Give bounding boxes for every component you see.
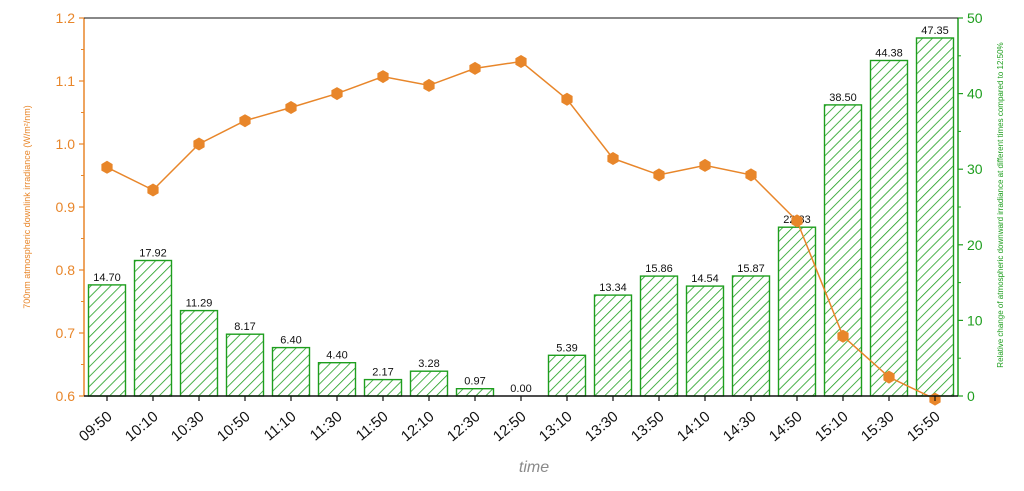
y-right-tick-label: 0 xyxy=(967,388,975,404)
line-point-1010 xyxy=(147,183,159,197)
bar-1010 xyxy=(133,259,173,397)
line-point-1210 xyxy=(423,78,435,92)
bar-1550 xyxy=(915,37,955,397)
bar-data-label: 8.17 xyxy=(234,321,255,333)
x-tick-label: 13:50 xyxy=(628,408,668,445)
bar-data-label: 5.39 xyxy=(556,342,577,354)
bar-1110 xyxy=(271,346,311,397)
bars-layer xyxy=(87,37,955,397)
bar-1050 xyxy=(225,333,265,397)
bar-1130 xyxy=(317,362,357,397)
bar-data-label: 15.86 xyxy=(645,263,673,275)
bar-data-label: 14.70 xyxy=(93,272,121,284)
line-point-1150 xyxy=(377,70,389,84)
bar-data-label: 17.92 xyxy=(139,248,167,260)
x-tick-label: 11:50 xyxy=(353,408,392,444)
y-left-tick-label: 0.8 xyxy=(56,262,76,278)
bar-1430 xyxy=(731,275,771,397)
bar-1530 xyxy=(869,59,909,397)
line-point-1430 xyxy=(745,168,757,182)
y-left-tick-label: 1.1 xyxy=(56,73,76,89)
x-tick-label: 10:50 xyxy=(214,408,254,445)
bar-labels-layer: 14.70 17.92 11.29 8.17 6.40 4.40 2.17 3.28 0.97 0… xyxy=(93,25,949,395)
line-point-1350 xyxy=(653,168,665,182)
x-axis-label: time xyxy=(519,459,549,476)
line-point-0950 xyxy=(101,160,113,174)
x-tick-label: 09:50 xyxy=(76,408,116,445)
bar-0950 xyxy=(87,284,127,397)
x-tick-label: 15:30 xyxy=(858,408,898,445)
line-point-1330 xyxy=(607,152,619,165)
x-tick-label: 11:30 xyxy=(307,408,346,444)
y-right-tick-label: 30 xyxy=(967,161,983,177)
x-tick-label: 13:30 xyxy=(582,408,622,445)
x-tick-label: 13:10 xyxy=(536,408,576,445)
bar-data-label: 11.29 xyxy=(186,298,213,310)
bar-data-label: 44.38 xyxy=(875,48,903,60)
x-tick-label: 14:50 xyxy=(766,408,806,445)
y-left-tick-label: 0.9 xyxy=(56,199,76,215)
x-tick-label: 14:30 xyxy=(720,408,760,445)
y-left-tick-label: 1.0 xyxy=(56,136,76,152)
line-point-1130 xyxy=(331,87,343,101)
x-tick-label: 10:30 xyxy=(168,408,208,445)
bar-1510 xyxy=(823,104,863,397)
bar-1210 xyxy=(409,370,449,397)
bar-1450 xyxy=(777,226,817,397)
y-axis-left-label: 700nm atmospheric downlink irradiance (W… xyxy=(22,105,32,309)
bar-1330 xyxy=(593,294,633,397)
bar-1350 xyxy=(639,275,679,397)
bar-1310 xyxy=(547,354,587,397)
bar-data-label: 0.00 xyxy=(510,383,531,395)
bar-data-label: 3.28 xyxy=(418,358,439,370)
x-tick-label: 10:10 xyxy=(122,408,162,445)
bar-data-label: 15.87 xyxy=(737,263,765,275)
y-axis-right-label: Relative change of atmospheric downward … xyxy=(996,42,1005,367)
line-point-1450 xyxy=(791,214,803,228)
bar-data-label: 47.35 xyxy=(921,25,949,37)
bar-data-label: 6.40 xyxy=(280,335,301,347)
bar-data-label: 38.50 xyxy=(829,92,857,104)
line-point-1230 xyxy=(469,61,481,75)
x-tick-label: 11:10 xyxy=(261,408,300,444)
bar-1230 xyxy=(455,388,495,397)
bar-data-label: 2.17 xyxy=(372,367,393,379)
x-tick-label: 12:50 xyxy=(490,408,530,445)
y-left-tick-label: 0.7 xyxy=(56,325,76,341)
line-point-1050 xyxy=(239,114,251,128)
line-point-1030 xyxy=(193,137,205,151)
bar-data-label: 14.54 xyxy=(691,273,719,285)
line-point-1510 xyxy=(837,329,849,343)
bar-data-label: 4.40 xyxy=(326,350,347,362)
y-right-tick-label: 50 xyxy=(967,10,983,26)
line-point-1250 xyxy=(515,55,527,68)
line-point-1310 xyxy=(561,92,573,106)
line-point-1110 xyxy=(285,101,297,114)
bar-1150 xyxy=(363,378,403,397)
y-left-tick-label: 0.6 xyxy=(56,388,76,404)
x-tick-label: 15:10 xyxy=(812,408,852,445)
line-point-1530 xyxy=(883,370,895,384)
bar-data-label: 0.97 xyxy=(464,376,485,388)
y-right-tick-label: 10 xyxy=(967,312,983,328)
x-tick-label: 14:10 xyxy=(674,408,714,445)
x-tick-label: 12:10 xyxy=(398,408,438,445)
y-right-tick-label: 20 xyxy=(967,237,983,253)
bar-1410 xyxy=(685,285,725,397)
x-tick-label: 15:50 xyxy=(904,408,944,445)
y-left-tick-label: 1.2 xyxy=(56,10,76,26)
bar-data-label: 13.34 xyxy=(599,282,627,294)
line-point-1410 xyxy=(699,158,711,172)
y-right-tick-label: 40 xyxy=(967,86,983,102)
x-tick-label: 12:30 xyxy=(444,408,484,445)
bar-1030 xyxy=(179,309,219,397)
